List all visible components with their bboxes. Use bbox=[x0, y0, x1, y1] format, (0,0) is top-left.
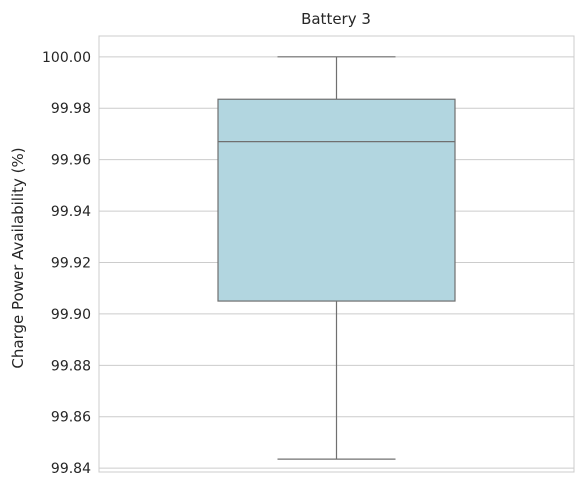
y-tick-label: 99.98 bbox=[51, 101, 91, 117]
y-tick-label: 99.84 bbox=[51, 461, 91, 477]
chart-title: Battery 3 bbox=[301, 10, 371, 28]
y-tick-label: 99.90 bbox=[51, 307, 91, 323]
y-tick-label: 99.86 bbox=[51, 410, 91, 426]
y-tick-label: 99.96 bbox=[51, 153, 91, 169]
y-tick-label: 99.92 bbox=[51, 255, 91, 271]
interquartile-box bbox=[217, 98, 456, 302]
y-tick-label: 99.88 bbox=[51, 358, 91, 374]
box-plot bbox=[217, 56, 456, 460]
y-axis-tick-labels: 99.84 99.86 99.88 99.90 99.92 99.94 99.96 99.98… bbox=[42, 50, 91, 477]
y-tick-label: 100.00 bbox=[42, 50, 91, 66]
plot-frame bbox=[98, 35, 575, 473]
y-axis-label: Charge Power Availability (%) bbox=[9, 147, 27, 368]
y-tick-label: 99.94 bbox=[51, 204, 91, 220]
